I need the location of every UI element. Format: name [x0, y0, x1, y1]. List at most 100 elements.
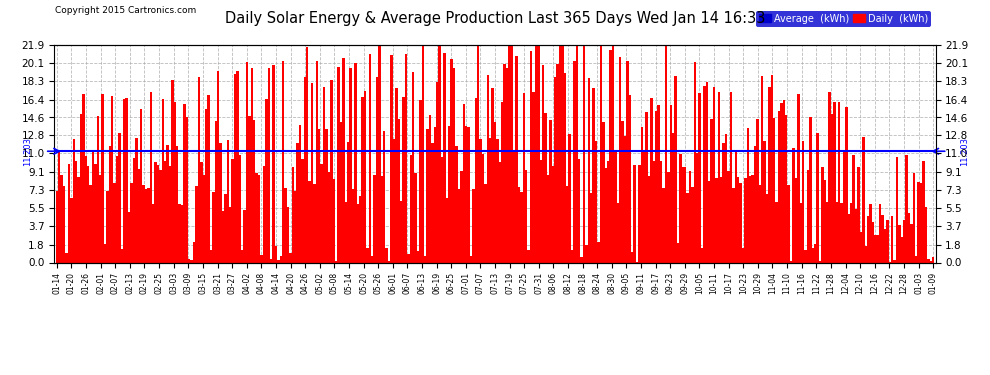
- Bar: [444, 53, 446, 262]
- Bar: [149, 92, 151, 262]
- Bar: [156, 165, 159, 262]
- Bar: [523, 93, 525, 262]
- Bar: [143, 185, 145, 262]
- Bar: [850, 203, 852, 262]
- Bar: [80, 114, 82, 262]
- Bar: [802, 141, 804, 262]
- Bar: [244, 210, 246, 262]
- Bar: [222, 211, 224, 262]
- Bar: [441, 157, 444, 262]
- Bar: [87, 166, 89, 262]
- Bar: [627, 61, 629, 262]
- Bar: [927, 260, 930, 262]
- Bar: [923, 161, 925, 262]
- Bar: [292, 167, 294, 262]
- Bar: [277, 260, 279, 262]
- Bar: [521, 192, 523, 262]
- Bar: [551, 166, 554, 262]
- Bar: [556, 64, 558, 262]
- Bar: [450, 60, 452, 262]
- Bar: [419, 100, 422, 262]
- Bar: [812, 248, 814, 262]
- Bar: [898, 225, 901, 262]
- Bar: [691, 187, 694, 262]
- Bar: [383, 132, 385, 262]
- Bar: [366, 248, 368, 262]
- Bar: [393, 139, 395, 262]
- Bar: [349, 68, 351, 262]
- Bar: [711, 118, 713, 262]
- Bar: [183, 104, 186, 262]
- Bar: [842, 152, 845, 262]
- Bar: [639, 165, 641, 262]
- Bar: [824, 180, 826, 262]
- Bar: [708, 182, 711, 262]
- Bar: [834, 102, 836, 262]
- Bar: [821, 167, 824, 262]
- Bar: [154, 162, 156, 262]
- Bar: [55, 191, 58, 262]
- Bar: [862, 137, 864, 262]
- Bar: [282, 62, 284, 262]
- Bar: [561, 45, 563, 262]
- Bar: [915, 256, 918, 262]
- Bar: [462, 104, 465, 262]
- Bar: [343, 58, 345, 262]
- Bar: [427, 129, 429, 262]
- Bar: [585, 245, 588, 262]
- Bar: [72, 139, 75, 262]
- Bar: [725, 134, 728, 262]
- Bar: [359, 196, 361, 262]
- Bar: [546, 175, 549, 262]
- Bar: [229, 207, 232, 262]
- Bar: [797, 94, 800, 262]
- Bar: [751, 175, 753, 262]
- Bar: [253, 120, 255, 262]
- Bar: [647, 176, 650, 262]
- Bar: [376, 77, 378, 262]
- Bar: [109, 146, 111, 262]
- Bar: [178, 204, 181, 262]
- Bar: [133, 158, 135, 262]
- Bar: [159, 170, 161, 262]
- Bar: [908, 213, 910, 262]
- Bar: [886, 220, 889, 262]
- Bar: [361, 97, 363, 262]
- Bar: [544, 113, 546, 262]
- Bar: [549, 120, 551, 262]
- Bar: [580, 257, 583, 262]
- Bar: [706, 81, 708, 262]
- Bar: [696, 153, 698, 262]
- Bar: [906, 154, 908, 262]
- Bar: [412, 72, 415, 262]
- Bar: [533, 93, 535, 262]
- Bar: [879, 204, 881, 262]
- Bar: [318, 129, 321, 262]
- Bar: [770, 75, 773, 262]
- Bar: [94, 164, 97, 262]
- Bar: [287, 207, 289, 262]
- Bar: [662, 188, 664, 262]
- Bar: [388, 261, 390, 262]
- Bar: [239, 155, 241, 262]
- Bar: [513, 151, 516, 262]
- Bar: [516, 56, 518, 262]
- Bar: [181, 206, 183, 262]
- Bar: [371, 256, 373, 262]
- Bar: [836, 202, 839, 262]
- Bar: [896, 157, 898, 262]
- Bar: [814, 244, 817, 262]
- Bar: [260, 255, 262, 262]
- Bar: [267, 68, 270, 262]
- Text: Daily Solar Energy & Average Production Last 365 Days Wed Jan 14 16:33: Daily Solar Energy & Average Production …: [225, 11, 765, 26]
- Bar: [220, 142, 222, 262]
- Bar: [790, 261, 792, 262]
- Bar: [114, 183, 116, 262]
- Bar: [126, 98, 128, 262]
- Bar: [224, 194, 227, 262]
- Bar: [289, 254, 292, 262]
- Bar: [106, 190, 109, 262]
- Bar: [161, 99, 164, 262]
- Bar: [207, 95, 210, 262]
- Bar: [622, 121, 624, 262]
